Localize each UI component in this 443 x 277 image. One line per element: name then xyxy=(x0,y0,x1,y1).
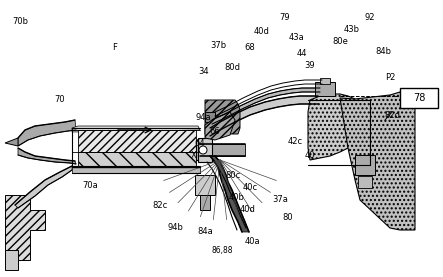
Polygon shape xyxy=(355,155,375,175)
Text: 40c: 40c xyxy=(242,183,257,193)
Polygon shape xyxy=(340,92,415,230)
Text: 40a: 40a xyxy=(244,237,260,247)
Polygon shape xyxy=(315,82,335,96)
Text: 43a: 43a xyxy=(289,34,305,42)
Text: 86,88: 86,88 xyxy=(211,245,233,255)
Text: 92: 92 xyxy=(365,14,375,22)
Text: 70b: 70b xyxy=(12,17,28,27)
Text: 80e: 80e xyxy=(332,37,348,47)
Text: 43b: 43b xyxy=(344,25,360,35)
Text: 82d: 82d xyxy=(384,111,400,119)
Circle shape xyxy=(199,146,207,154)
Polygon shape xyxy=(320,78,330,84)
Text: 37a: 37a xyxy=(272,196,288,204)
Text: 37b: 37b xyxy=(210,40,226,50)
Text: 94b: 94b xyxy=(167,224,183,232)
Polygon shape xyxy=(200,195,210,210)
Text: 39: 39 xyxy=(305,60,315,70)
Polygon shape xyxy=(205,100,240,134)
Polygon shape xyxy=(15,166,72,208)
Polygon shape xyxy=(212,88,320,124)
Text: 44: 44 xyxy=(297,50,307,58)
Text: 80: 80 xyxy=(283,214,293,222)
Polygon shape xyxy=(200,144,245,156)
Polygon shape xyxy=(205,112,215,122)
Bar xyxy=(78,130,196,152)
Text: 84b: 84b xyxy=(375,47,391,57)
Text: X: X xyxy=(191,150,197,160)
Text: 82c: 82c xyxy=(152,201,167,209)
Text: 68: 68 xyxy=(245,43,255,53)
Text: 94a: 94a xyxy=(195,114,211,122)
Bar xyxy=(78,152,196,166)
Polygon shape xyxy=(5,250,18,270)
Text: 80c: 80c xyxy=(225,171,241,179)
Polygon shape xyxy=(358,176,372,188)
Polygon shape xyxy=(72,126,200,132)
Polygon shape xyxy=(205,112,235,140)
Text: 40: 40 xyxy=(305,150,315,160)
Polygon shape xyxy=(198,138,212,162)
Polygon shape xyxy=(5,195,45,260)
Text: 42c: 42c xyxy=(288,137,303,147)
Text: 40d: 40d xyxy=(254,27,270,37)
Polygon shape xyxy=(72,167,200,173)
Bar xyxy=(400,88,438,108)
Text: 40d: 40d xyxy=(240,206,256,214)
Text: 40b: 40b xyxy=(229,194,245,202)
Text: F: F xyxy=(113,43,117,53)
Polygon shape xyxy=(195,175,215,195)
Polygon shape xyxy=(308,94,362,160)
Text: P2: P2 xyxy=(385,73,395,83)
Polygon shape xyxy=(196,140,206,160)
Polygon shape xyxy=(210,96,318,136)
Text: 84a: 84a xyxy=(197,227,213,237)
Polygon shape xyxy=(18,120,76,146)
Text: 70a: 70a xyxy=(82,181,98,189)
Text: 34: 34 xyxy=(199,68,209,76)
Text: 66: 66 xyxy=(210,127,220,137)
Polygon shape xyxy=(5,138,18,146)
Polygon shape xyxy=(210,156,249,232)
Text: 80d: 80d xyxy=(224,63,240,73)
Polygon shape xyxy=(18,148,76,164)
Text: 78: 78 xyxy=(413,93,425,103)
Polygon shape xyxy=(200,144,207,156)
Text: 70: 70 xyxy=(54,96,65,104)
Text: 64: 64 xyxy=(194,138,205,147)
Text: 79: 79 xyxy=(280,14,290,22)
